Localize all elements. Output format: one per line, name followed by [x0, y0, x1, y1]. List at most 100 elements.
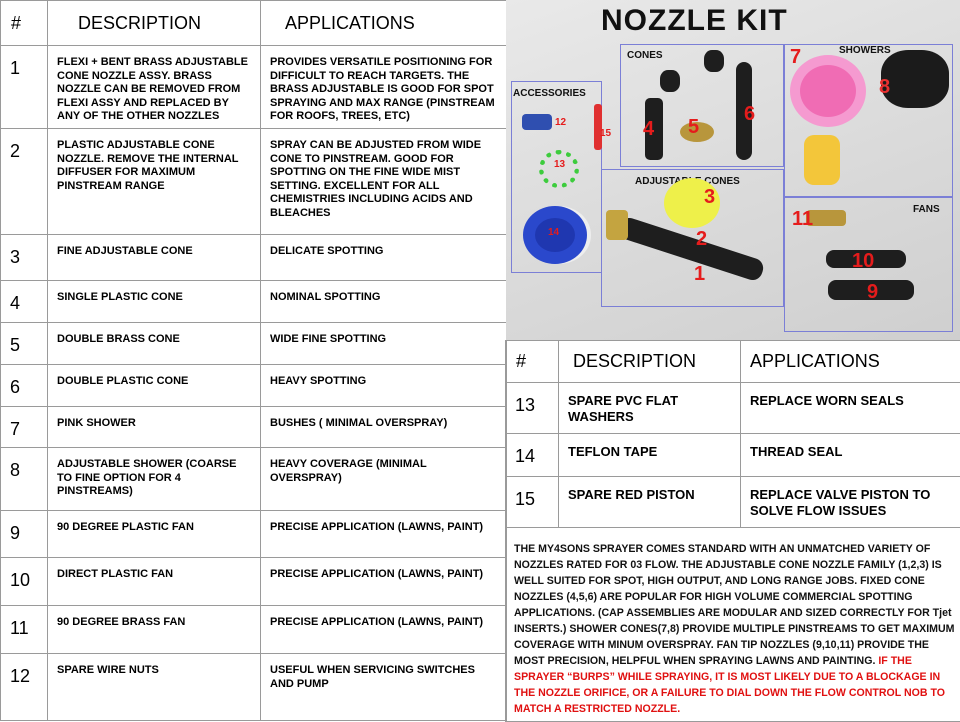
- header-num: #: [506, 341, 559, 383]
- item-application: PRECISE APPLICATION (LAWNS, PAINT): [261, 558, 507, 606]
- pink-shower-image: [790, 55, 866, 127]
- nozzle-kit-photo: NOZZLE KIT CONES SHOWERS ACCESSORIES ADJ…: [506, 0, 960, 340]
- item-number: 7: [1, 407, 48, 448]
- label-14: 14: [548, 227, 559, 238]
- header-applications: APPLICATIONS: [741, 341, 960, 383]
- item-description: SINGLE PLASTIC CONE: [48, 281, 261, 323]
- table-header: # DESCRIPTION APPLICATIONS: [1, 1, 507, 46]
- item-application: REPLACE VALVE PISTON TO SOLVE FLOW ISSUE…: [741, 477, 960, 528]
- item-application: HEAVY SPOTTING: [261, 365, 507, 407]
- item-description: SPARE RED PISTON: [559, 477, 741, 528]
- item-number: 14: [506, 434, 559, 477]
- group-label-cones: CONES: [627, 50, 663, 61]
- label-15: 15: [600, 128, 611, 139]
- label-12: 12: [555, 117, 566, 128]
- item-number: 9: [1, 511, 48, 558]
- item-application: PRECISE APPLICATION (LAWNS, PAINT): [261, 606, 507, 654]
- usage-notes: THE MY4SONS SPRAYER COMES STANDARD WITH …: [514, 541, 958, 717]
- item-description: DOUBLE BRASS CONE: [48, 323, 261, 365]
- item-number: 15: [506, 477, 559, 528]
- header-description: DESCRIPTION: [48, 1, 261, 46]
- wire-nuts-image: [522, 114, 552, 130]
- label-6: 6: [744, 103, 755, 126]
- photo-title: NOZZLE KIT: [601, 4, 788, 38]
- item-description: DOUBLE PLASTIC CONE: [48, 365, 261, 407]
- label-10: 10: [852, 250, 874, 273]
- single-cone-image: [660, 70, 680, 92]
- table-header: # DESCRIPTION APPLICATIONS: [506, 341, 960, 383]
- item-description: 90 DEGREE PLASTIC FAN: [48, 511, 261, 558]
- item-description: FLEXI + BENT BRASS ADJUSTABLE CONE NOZZL…: [48, 46, 261, 129]
- item-description: SPARE WIRE NUTS: [48, 654, 261, 721]
- item-number: 13: [506, 383, 559, 434]
- item-application: BUSHES ( MINIMAL OVERSPRAY): [261, 407, 507, 448]
- item-application: THREAD SEAL: [741, 434, 960, 477]
- red-piston-image: [594, 104, 602, 150]
- usage-notes-text: THE MY4SONS SPRAYER COMES STANDARD WITH …: [514, 543, 954, 667]
- group-label-showers: SHOWERS: [839, 45, 891, 56]
- brass-adjustable-image: [606, 210, 628, 240]
- item-number: 3: [1, 235, 48, 281]
- item-description: TEFLON TAPE: [559, 434, 741, 477]
- label-2: 2: [696, 228, 707, 251]
- item-application: USEFUL WHEN SERVICING SWITCHES AND PUMP: [261, 654, 507, 721]
- double-cone-image: [704, 50, 724, 72]
- item-number: 2: [1, 129, 48, 235]
- item-application: DELICATE SPOTTING: [261, 235, 507, 281]
- label-5: 5: [688, 116, 699, 139]
- item-application: PRECISE APPLICATION (LAWNS, PAINT): [261, 511, 507, 558]
- item-number: 5: [1, 323, 48, 365]
- label-8: 8: [879, 76, 890, 99]
- item-number: 8: [1, 448, 48, 511]
- item-application: SPRAY CAN BE ADJUSTED FROM WIDE CONE TO …: [261, 129, 507, 235]
- item-description: SPARE PVC FLAT WASHERS: [559, 383, 741, 434]
- label-3: 3: [704, 186, 715, 209]
- item-description: DIRECT PLASTIC FAN: [48, 558, 261, 606]
- item-number: 10: [1, 558, 48, 606]
- label-13: 13: [554, 159, 565, 170]
- label-1: 1: [694, 263, 705, 286]
- header-num: #: [1, 1, 48, 46]
- header-description: DESCRIPTION: [559, 341, 741, 383]
- label-9: 9: [867, 281, 878, 304]
- item-description: FINE ADJUSTABLE CONE: [48, 235, 261, 281]
- item-number: 12: [1, 654, 48, 721]
- item-description: 90 DEGREE BRASS FAN: [48, 606, 261, 654]
- item-application: PROVIDES VERSATILE POSITIONING FOR DIFFI…: [261, 46, 507, 129]
- item-application: REPLACE WORN SEALS: [741, 383, 960, 434]
- item-application: NOMINAL SPOTTING: [261, 281, 507, 323]
- label-7: 7: [790, 46, 801, 69]
- header-applications: APPLICATIONS: [261, 1, 507, 46]
- item-number: 11: [1, 606, 48, 654]
- item-number: 4: [1, 281, 48, 323]
- label-4: 4: [643, 118, 654, 141]
- item-number: 1: [1, 46, 48, 129]
- group-label-accessories: ACCESSORIES: [513, 88, 586, 99]
- item-application: HEAVY COVERAGE (MINIMAL OVERSPRAY): [261, 448, 507, 511]
- yellow-elbow-image: [804, 135, 840, 185]
- adjustable-shower-image: [881, 50, 949, 108]
- item-description: ADJUSTABLE SHOWER (COARSE TO FINE OPTION…: [48, 448, 261, 511]
- item-description: PINK SHOWER: [48, 407, 261, 448]
- item-description: PLASTIC ADJUSTABLE CONE NOZZLE. REMOVE T…: [48, 129, 261, 235]
- item-number: 6: [1, 365, 48, 407]
- item-application: WIDE FINE SPOTTING: [261, 323, 507, 365]
- label-11: 11: [792, 208, 813, 231]
- group-label-fans: FANS: [913, 204, 940, 215]
